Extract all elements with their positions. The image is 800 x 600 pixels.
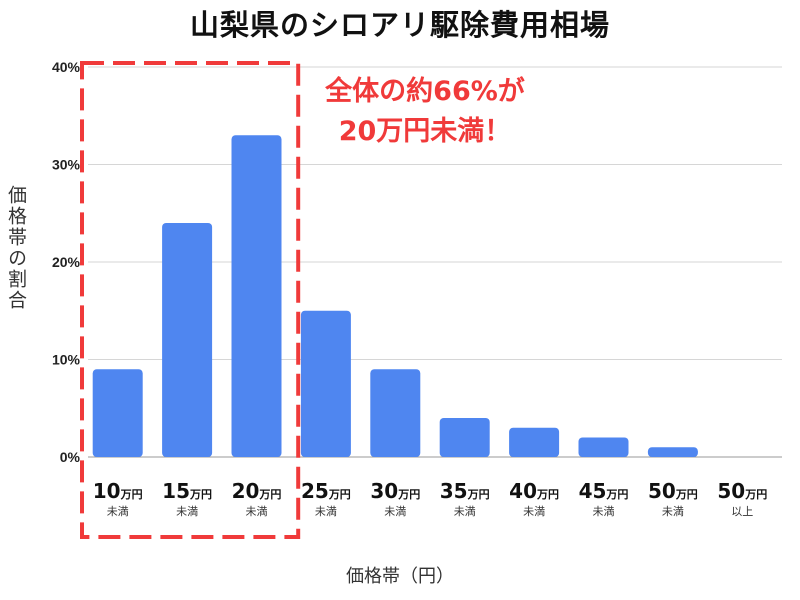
y-tick-label: 40% [52, 59, 81, 75]
bar [509, 427, 560, 457]
x-tick-label: 15万円 [162, 479, 212, 503]
x-tick-sublabel: 未満 [315, 505, 337, 518]
y-tick-label: 30% [52, 157, 81, 173]
x-tick-label: 35万円 [440, 479, 490, 503]
bar [370, 369, 421, 457]
highlight-box [80, 61, 301, 539]
x-tick-label: 30万円 [370, 479, 420, 503]
bar [92, 369, 143, 457]
x-tick-sublabel: 未満 [384, 505, 406, 518]
x-tick-sublabel: 未満 [593, 505, 615, 518]
y-tick-label: 0% [60, 449, 81, 465]
x-tick-label: 50万円 [648, 479, 698, 503]
y-axis-label: 価格帯の割合 [5, 185, 27, 311]
x-tick-label: 40万円 [509, 479, 559, 503]
bar [439, 418, 490, 457]
bar [231, 135, 282, 457]
x-tick-sublabel: 未満 [523, 505, 545, 518]
bar [162, 223, 213, 457]
annotation-line-2: 20万円未満！ [338, 116, 512, 147]
x-tick-sublabel: 未満 [662, 505, 684, 518]
x-tick-sublabel: 未満 [246, 505, 268, 518]
x-tick-sublabel: 未満 [107, 505, 129, 518]
chart-title: 山梨県のシロアリ駆除費用相場 [189, 8, 610, 42]
x-tick-sublabel: 未満 [454, 505, 476, 518]
x-tick-label: 20万円 [232, 479, 282, 503]
annotation: 全体の約66%が 20万円未満！ [290, 72, 560, 152]
y-tick-label: 20% [52, 254, 81, 270]
annotation-line-1: 全体の約66%が [325, 76, 525, 107]
x-tick-label: 10万円 [93, 479, 143, 503]
bar [647, 447, 698, 457]
x-tick-sublabel: 未満 [176, 505, 198, 518]
x-axis-label: 価格帯（円） [346, 566, 454, 587]
x-tick-label: 25万円 [301, 479, 351, 503]
x-tick-sublabel: 以上 [731, 505, 753, 518]
x-tick-label: 50万円 [717, 479, 767, 503]
x-tick-label: 45万円 [579, 479, 629, 503]
y-tick-label: 10% [52, 352, 81, 368]
bar [578, 437, 629, 457]
bar [300, 310, 351, 457]
